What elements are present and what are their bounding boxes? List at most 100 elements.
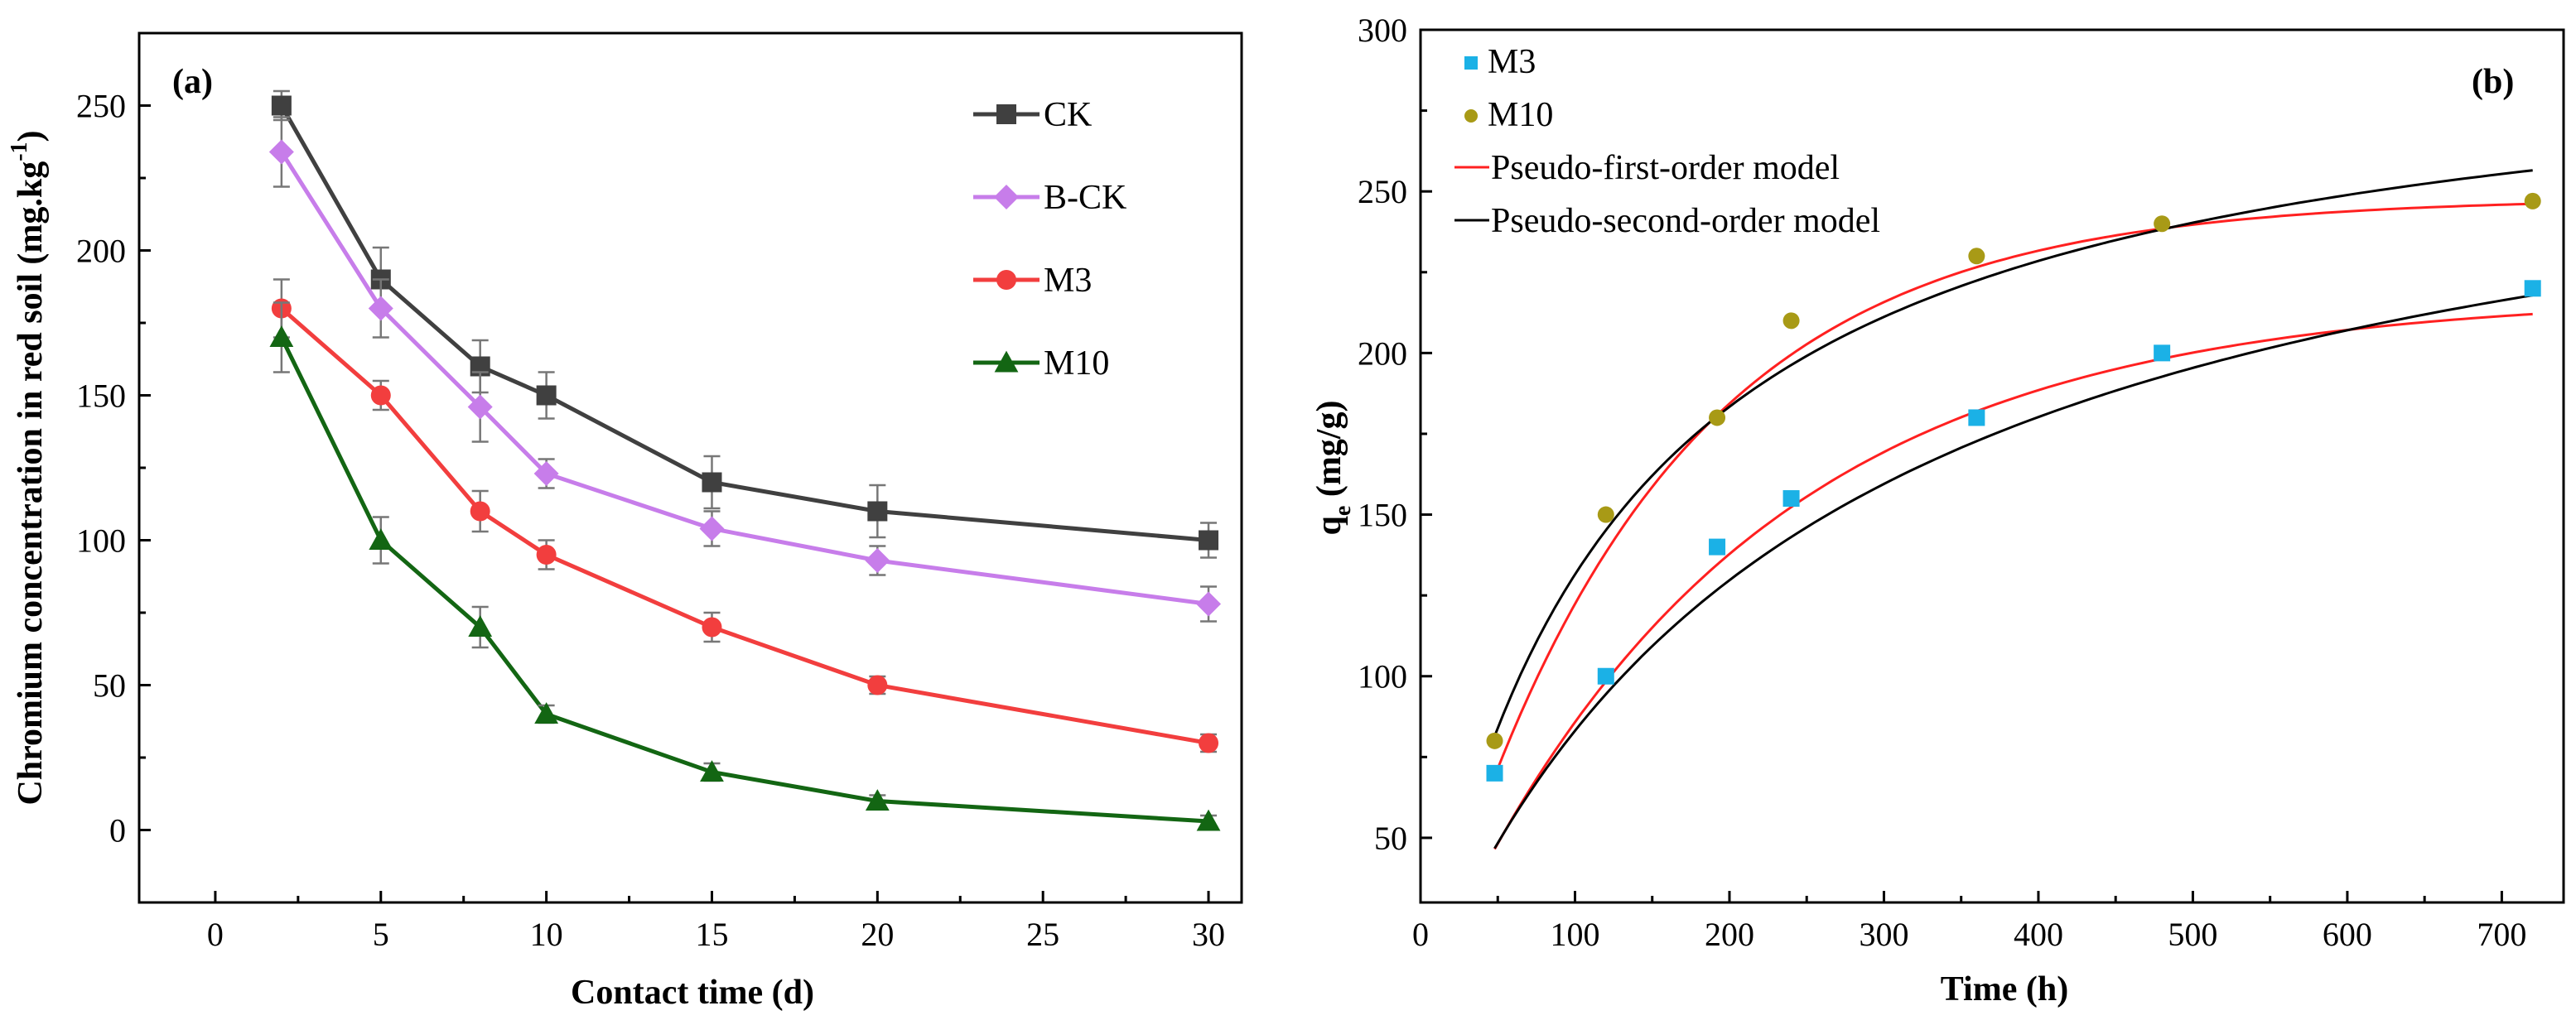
chart-b-frame	[1419, 28, 2565, 904]
chart-a-point	[536, 385, 557, 406]
chart-a-legend-label: CK	[1044, 96, 1092, 134]
chart-a-y-tick-label: 100	[76, 522, 126, 560]
chart-a: 0 5 10 15 20 25 30 0 50 100 150 200 250 (a) Contact …	[7, 31, 1243, 1012]
chart-b-legend-entry-m10: M10	[1464, 96, 1553, 134]
chart-b-legend-label: M10	[1488, 96, 1553, 134]
chart-a-point	[1199, 530, 1219, 551]
chart-a-y-axis-title: Chromium concentration in red soil (mg.k…	[7, 130, 50, 805]
chart-a-point	[536, 545, 557, 565]
chart-a-y-tick-label: 250	[76, 88, 126, 125]
chart-a-point	[1196, 809, 1221, 831]
chart-b-point	[1782, 312, 1800, 330]
chart-a-x-tick-label: 25	[1026, 916, 1059, 953]
chart-b-point	[1782, 490, 1800, 508]
chart-b-point	[2524, 280, 2541, 297]
chart-a-y-axis-title-close: )	[12, 130, 50, 142]
chart-b-legend-marker	[1464, 56, 1478, 70]
chart-a-point	[470, 501, 490, 522]
chart-a-x-tick-label: 15	[695, 916, 728, 953]
chart-a-legend-label: B-CK	[1044, 179, 1126, 217]
chart-a-legend-marker	[994, 350, 1019, 373]
chart-b-legend: M3 M10 Pseudo-first-order model Pseudo-seco…	[1454, 43, 1880, 240]
chart-a-point	[533, 461, 559, 486]
chart-b-y-axis-title: qe (mg/g)	[1310, 401, 1356, 536]
chart-b-series-m10	[1486, 192, 2541, 749]
chart-b-y-tick-label: 150	[1358, 497, 1407, 534]
chart-a-x-tick-label: 20	[861, 916, 894, 953]
chart-a-y-tick-label: 50	[93, 667, 126, 705]
chart-a-series-b-ck	[268, 116, 1222, 623]
chart-a-plot-area	[139, 33, 1242, 902]
chart-b-point	[2524, 192, 2541, 209]
chart-a-legend-marker	[994, 185, 1019, 209]
chart-a-y-tick-label: 150	[76, 378, 126, 415]
chart-a-point	[700, 760, 724, 782]
chart-a-legend-marker	[996, 270, 1016, 290]
chart-b-legend-entry-pseudo-second-order-model: Pseudo-second-order model	[1454, 202, 1880, 240]
chart-b-point	[1486, 732, 1503, 749]
chart-b-x-tick-label: 600	[2323, 916, 2372, 953]
chart-a-legend-marker	[996, 104, 1016, 124]
chart-a-x-tick-label: 30	[1192, 916, 1225, 953]
chart-b-legend-label: M3	[1488, 43, 1536, 81]
chart-b-point	[1709, 409, 1726, 426]
chart-b-y-tick-label: 250	[1358, 173, 1407, 210]
chart-a-y-axis-title-main: Chromium concentration in red soil (mg.k…	[12, 161, 50, 806]
chart-b-panel-label: (b)	[2472, 63, 2514, 101]
chart-a-y-tick-label: 200	[76, 233, 126, 270]
chart-b-legend-label: Pseudo-second-order model	[1491, 202, 1880, 240]
chart-a-legend-entry-m10: M10	[973, 344, 1109, 383]
chart-b-series-m3	[1486, 280, 2541, 782]
chart-b-point	[1709, 538, 1726, 556]
chart-b-model-pseudo-second-order-model	[1493, 169, 2533, 849]
chart-a-y-axis-title-sup: -1	[7, 142, 32, 161]
chart-b-x-axis-title: Time (h)	[1941, 970, 2068, 1008]
chart-a-point	[1199, 733, 1219, 753]
chart-b-point	[2154, 215, 2171, 233]
chart-a-frame	[137, 31, 1243, 904]
chart-a-point	[867, 675, 888, 695]
chart-b-y-axis-title-main: q	[1310, 516, 1348, 535]
chart-a-point	[268, 139, 294, 165]
chart-b-legend-marker	[1464, 109, 1478, 123]
chart-a-point	[368, 296, 393, 321]
chart-b-y-tick-label: 100	[1358, 658, 1407, 695]
chart-a-point	[271, 95, 292, 116]
chart-b-point	[2154, 344, 2171, 362]
chart-a-legend-label: M10	[1044, 344, 1109, 383]
chart-b-model-curve-m10	[1493, 202, 2533, 777]
chart-b-legend-label: Pseudo-first-order model	[1491, 149, 1840, 187]
chart-a-series-m10	[269, 301, 1221, 831]
chart-a-point	[702, 617, 722, 638]
chart-b-point	[1968, 409, 1985, 426]
chart-b-plot-area	[1421, 30, 2564, 902]
chart-a-point	[865, 789, 890, 811]
chart-a-x-tick-label: 0	[207, 916, 224, 953]
chart-b-x-tick-label: 0	[1412, 916, 1429, 953]
chart-a-point	[699, 516, 725, 541]
chart-b-y-axis-title-rest: (mg/g)	[1310, 401, 1348, 506]
chart-a-point	[867, 501, 888, 522]
chart-b-x-tick-label: 200	[1705, 916, 1754, 953]
chart-b-y-tick-label: 200	[1358, 334, 1407, 372]
chart-b-point	[1968, 248, 1985, 265]
chart-b-legend-entry-m3: M3	[1464, 43, 1536, 81]
chart-b-model-curve-m3	[1493, 294, 2533, 849]
chart-b-y-tick-label: 300	[1358, 12, 1407, 49]
chart-a-x-tick-label: 10	[530, 916, 563, 953]
chart-b-x-tick-label: 500	[2168, 916, 2217, 953]
chart-a-panel-label: (a)	[172, 63, 213, 101]
chart-a-point	[702, 472, 722, 493]
chart-a-legend: CK B-CK M3 M10	[973, 96, 1126, 383]
chart-a-legend-entry-ck: CK	[973, 96, 1092, 134]
chart-a-point	[865, 548, 890, 573]
chart-a-point	[370, 385, 391, 406]
chart-a-point	[534, 702, 559, 724]
chart-b-point	[1597, 667, 1614, 685]
chart-b-x-tick-label: 300	[1859, 916, 1908, 953]
chart-b-x-tick-label: 400	[2014, 916, 2063, 953]
chart-b-y-tick-label: 50	[1374, 820, 1407, 857]
chart-a-y-tick-label: 0	[109, 812, 126, 849]
chart-a-legend-entry-b-ck: B-CK	[973, 179, 1126, 217]
